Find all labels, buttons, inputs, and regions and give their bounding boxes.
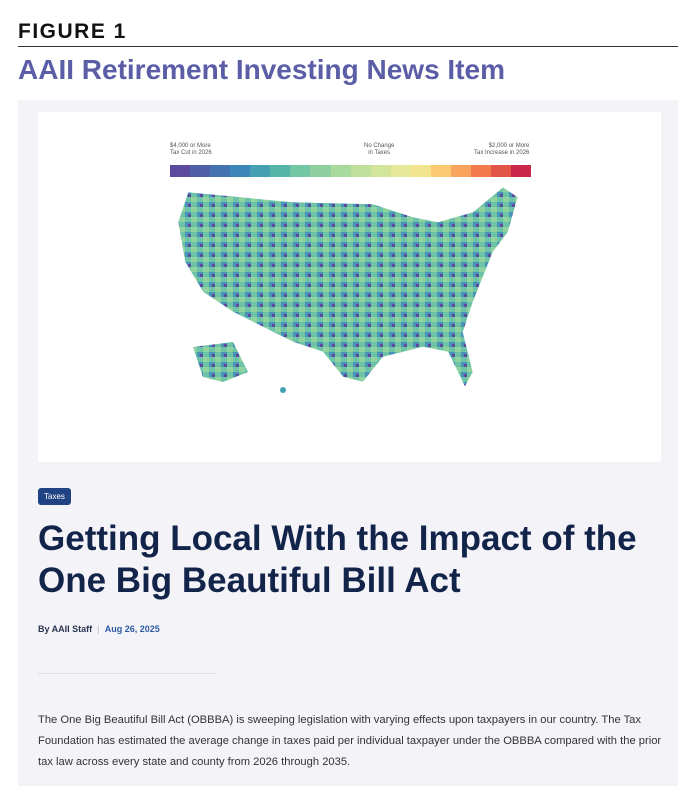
legend-swatch bbox=[450, 165, 471, 177]
legend-swatch bbox=[190, 165, 211, 177]
divider bbox=[38, 673, 215, 674]
legend-swatch bbox=[390, 165, 411, 177]
byline: By AAII Staff | Aug 26, 2025 bbox=[38, 624, 160, 634]
category-tag[interactable]: Taxes bbox=[38, 488, 71, 505]
divider bbox=[18, 46, 678, 47]
legend-swatch bbox=[430, 165, 451, 177]
publish-date: Aug 26, 2025 bbox=[104, 624, 160, 634]
us-county-tax-map bbox=[177, 186, 519, 393]
legend-swatch bbox=[491, 165, 512, 177]
legend-right-label: $2,000 or More Tax Increase in 2026 bbox=[474, 143, 530, 156]
legend-swatch bbox=[290, 165, 311, 177]
legend-swatch bbox=[250, 165, 271, 177]
legend-swatch bbox=[270, 165, 291, 177]
legend-swatch bbox=[210, 165, 231, 177]
legend-swatch bbox=[350, 165, 371, 177]
legend-swatch bbox=[330, 165, 351, 177]
byline-separator: | bbox=[97, 624, 100, 634]
legend-swatch bbox=[511, 165, 532, 177]
legend-left-label: $4,000 or More Tax Cut in 2026 bbox=[170, 143, 212, 156]
legend-swatch bbox=[370, 165, 391, 177]
article-image[interactable]: $4,000 or More Tax Cut in 2026 No Change… bbox=[38, 112, 661, 462]
article-card: $4,000 or More Tax Cut in 2026 No Change… bbox=[18, 100, 678, 786]
legend-swatch bbox=[310, 165, 331, 177]
article-headline[interactable]: Getting Local With the Impact of the One… bbox=[38, 519, 637, 600]
author: By AAII Staff bbox=[38, 624, 93, 634]
legend-middle-label: No Change in Taxes bbox=[364, 143, 395, 156]
article-body: The One Big Beautiful Bill Act (OBBBA) i… bbox=[38, 714, 662, 768]
legend-swatch bbox=[170, 165, 191, 177]
legend-swatch bbox=[230, 165, 251, 177]
legend-swatch bbox=[410, 165, 431, 177]
legend-swatch bbox=[470, 165, 491, 177]
page-title: AAII Retirement Investing News Item bbox=[18, 54, 506, 85]
legend-color-scale bbox=[170, 165, 532, 177]
figure-label: FIGURE 1 bbox=[18, 20, 127, 43]
